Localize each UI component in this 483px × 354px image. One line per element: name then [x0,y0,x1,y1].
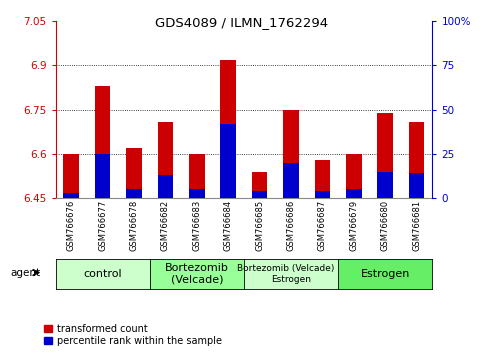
Bar [157,121,173,198]
Bar [377,172,393,198]
Legend: transformed count, percentile rank within the sample: transformed count, percentile rank withi… [43,324,222,346]
Bar [63,193,79,198]
Bar [346,189,362,198]
Bar [126,189,142,198]
Text: agent: agent [10,268,40,278]
Bar [252,191,268,198]
Bar [189,154,205,198]
Bar [220,59,236,198]
Text: Estrogen: Estrogen [360,269,410,279]
Bar [126,148,142,198]
Bar [220,124,236,198]
Bar [63,154,79,198]
Text: control: control [84,269,122,279]
Text: Bortezomib
(Velcade): Bortezomib (Velcade) [165,263,229,285]
Bar [409,173,425,198]
Bar [283,110,299,198]
Bar [95,154,111,198]
Text: Bortezomib (Velcade) +
Estrogen: Bortezomib (Velcade) + Estrogen [237,264,345,284]
Bar [409,121,425,198]
Bar [314,160,330,198]
Bar [377,113,393,198]
Bar [95,86,111,198]
Bar [252,172,268,198]
Bar [157,175,173,198]
Bar [346,154,362,198]
Bar [283,163,299,198]
Text: GDS4089 / ILMN_1762294: GDS4089 / ILMN_1762294 [155,16,328,29]
Bar [189,189,205,198]
Bar [314,191,330,198]
